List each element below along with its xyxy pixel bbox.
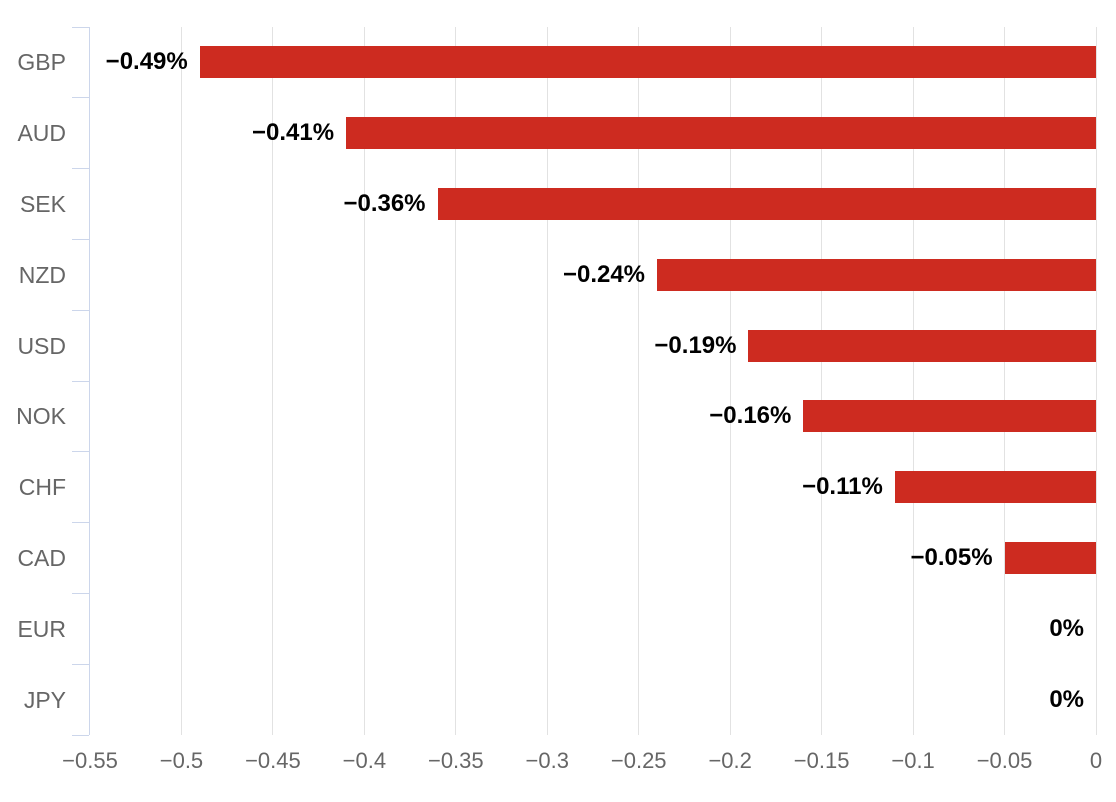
- category-axis-tick: [72, 238, 89, 240]
- x-axis-tick-label: −0.45: [245, 748, 301, 773]
- category-axis-tick: [72, 522, 89, 524]
- x-axis-tick-label: 0: [1089, 748, 1103, 773]
- x-axis-tick-label: −0.5: [159, 748, 204, 773]
- x-axis-tick-label: −0.35: [427, 748, 484, 773]
- category-axis-tick: [72, 97, 89, 99]
- category-axis-line: [89, 27, 90, 735]
- x-gridline: [729, 27, 731, 735]
- category-axis-tick: [72, 168, 89, 170]
- x-axis-tick-label: −0.4: [342, 748, 387, 773]
- bar-data-label: −0.24%: [562, 260, 646, 288]
- x-axis-tick-label: −0.1: [891, 748, 935, 773]
- bar[interactable]: [199, 46, 1096, 79]
- bar-data-label: −0.11%: [802, 473, 883, 501]
- category-axis-tick: [72, 309, 89, 311]
- bar[interactable]: [437, 188, 1096, 220]
- category-label: CAD: [17, 545, 66, 571]
- x-gridline: [638, 27, 640, 735]
- bar-data-label: −0.36%: [343, 190, 426, 217]
- category-label: NZD: [18, 261, 66, 288]
- bar[interactable]: [748, 329, 1096, 362]
- bar[interactable]: [657, 258, 1096, 291]
- bar[interactable]: [1004, 542, 1096, 574]
- bar-data-label: −0.19%: [654, 331, 737, 359]
- x-axis-tick-label: −0.15: [793, 748, 850, 773]
- category-label: USD: [17, 332, 66, 359]
- category-axis-tick: [72, 451, 89, 453]
- x-axis-tick-label: −0.25: [610, 748, 667, 773]
- bar-data-label: −0.16%: [709, 402, 792, 430]
- category-label: CHF: [18, 474, 66, 501]
- category-label: SEK: [19, 191, 66, 217]
- bar-data-label: −0.41%: [252, 119, 335, 147]
- x-axis-tick-label: −0.3: [525, 748, 569, 773]
- category-axis-tick: [72, 380, 89, 382]
- category-label: EUR: [17, 615, 66, 642]
- bar-data-label: −0.49%: [105, 48, 188, 76]
- x-gridline: [455, 27, 457, 735]
- x-gridline: [1004, 27, 1006, 735]
- x-axis-tick-label: −0.05: [976, 748, 1033, 773]
- bar[interactable]: [346, 117, 1096, 150]
- category-label: NOK: [16, 403, 66, 430]
- x-gridline: [1095, 27, 1097, 735]
- category-label: GBP: [17, 49, 66, 76]
- x-gridline: [821, 27, 823, 735]
- category-axis-tick: [72, 734, 89, 736]
- category-axis-tick: [72, 26, 89, 28]
- category-label: JPY: [23, 686, 66, 713]
- x-gridline: [363, 27, 365, 735]
- x-gridline: [272, 27, 274, 735]
- x-gridline: [180, 27, 182, 735]
- x-axis-tick-label: −0.55: [62, 748, 118, 773]
- bar[interactable]: [803, 400, 1096, 433]
- bar-data-label: −0.05%: [910, 544, 993, 571]
- x-gridline: [546, 27, 548, 735]
- x-gridline: [912, 27, 914, 735]
- bar-data-label: 0%: [1049, 685, 1084, 713]
- bar[interactable]: [894, 471, 1096, 504]
- x-axis-tick-label: −0.2: [708, 748, 752, 773]
- category-axis-tick: [72, 592, 89, 594]
- category-axis-tick: [72, 663, 89, 665]
- category-label: AUD: [17, 120, 66, 147]
- bar-data-label: 0%: [1049, 614, 1084, 642]
